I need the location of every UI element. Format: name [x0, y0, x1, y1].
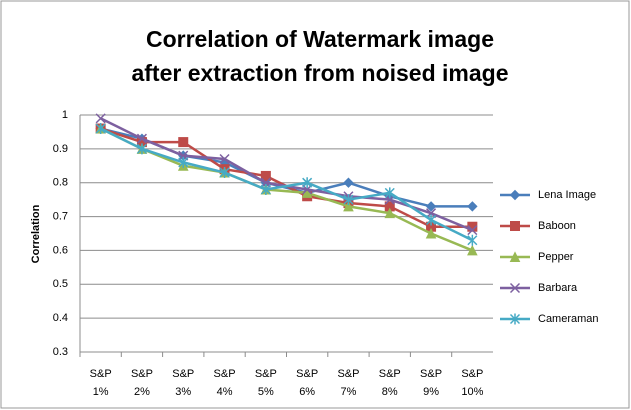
x-tick-label: S&P 7%: [337, 368, 359, 398]
marker: [301, 187, 313, 198]
marker: [178, 137, 189, 148]
legend-label: Barbara: [538, 282, 578, 294]
marker: [219, 153, 230, 165]
x-tick-label: S&P 6%: [296, 368, 318, 398]
legend-label: Pepper: [538, 251, 574, 263]
marker: [509, 282, 521, 294]
marker: [343, 194, 354, 206]
marker: [509, 189, 521, 201]
y-tick-label: 1: [62, 109, 68, 121]
y-tick-label: 0.5: [53, 278, 68, 290]
x-tick-label: S&P 1%: [90, 368, 112, 398]
marker: [467, 244, 478, 256]
marker: [343, 200, 354, 212]
y-tick-label: 0.8: [53, 177, 68, 189]
marker: [467, 225, 478, 236]
legend-label: Cameraman: [538, 313, 599, 325]
marker: [136, 133, 147, 144]
chart-title: Correlation of Watermark image after ext…: [131, 26, 509, 86]
marker: [384, 207, 396, 219]
x-tick-label: S&P 5%: [255, 368, 277, 398]
marker: [95, 123, 106, 135]
y-axis-label: Correlation: [30, 204, 42, 263]
marker: [425, 201, 437, 212]
x-tick-label: S&P 9%: [420, 368, 442, 398]
series-line: [100, 127, 473, 252]
y-tick-label: 0.7: [53, 210, 68, 222]
legend-label: Baboon: [538, 220, 576, 232]
marker: [178, 156, 189, 168]
marker: [302, 177, 313, 189]
x-tick-label: S&P 2%: [131, 368, 153, 398]
marker: [467, 201, 478, 212]
x-tick-label: S&P 10%: [461, 368, 483, 398]
marker: [509, 313, 521, 325]
y-tick-label: 0.4: [53, 312, 68, 324]
y-tick-label: 0.3: [53, 346, 68, 358]
marker: [343, 177, 354, 188]
marker: [467, 221, 478, 232]
y-tick-label: 0.6: [53, 244, 68, 256]
marker: [95, 113, 106, 124]
y-tick-label: 0.9: [53, 143, 68, 155]
x-tick-label: S&P 8%: [379, 368, 401, 398]
marker: [136, 143, 147, 155]
marker: [384, 187, 395, 199]
legend-label: Lena Image: [538, 189, 596, 201]
marker: [510, 221, 520, 231]
marker: [467, 234, 478, 246]
marker: [426, 214, 437, 226]
marker: [260, 183, 271, 195]
series-line: [100, 127, 473, 242]
x-tick-label: S&P 3%: [172, 368, 194, 398]
marker: [509, 251, 521, 262]
marker: [219, 167, 230, 179]
x-tick-label: S&P 4%: [214, 368, 236, 398]
marker: [425, 227, 437, 239]
marker: [260, 170, 271, 181]
